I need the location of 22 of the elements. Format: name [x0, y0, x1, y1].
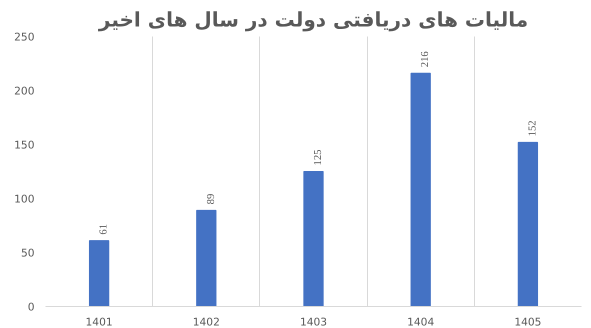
bar	[88, 240, 110, 306]
y-tick-label: 100	[14, 192, 35, 206]
data-label: 216	[420, 50, 432, 68]
bar	[196, 210, 216, 306]
data-label: 152	[527, 120, 538, 136]
y-tick-label: 250	[14, 30, 35, 44]
y-tick-label: 200	[14, 84, 35, 98]
bar	[303, 171, 324, 306]
x-tick-label: 1401	[86, 316, 113, 328]
x-tick-label: 1403	[300, 316, 328, 328]
y-tick-label: 50	[20, 246, 35, 260]
y-tick-label: 150	[14, 138, 35, 152]
chart-title: مالیات های دریافتی دولت در سال های اخیر	[98, 8, 528, 32]
bar	[518, 142, 538, 306]
bar	[410, 72, 431, 306]
data-label: 125	[313, 150, 324, 166]
x-tick-label: 1402	[192, 316, 220, 328]
data-label: 89	[206, 194, 217, 204]
x-tick-label: 1405	[514, 316, 542, 328]
data-label: 61	[98, 224, 110, 235]
y-tick-label: 0	[28, 300, 35, 314]
x-tick-label: 1404	[407, 316, 434, 328]
